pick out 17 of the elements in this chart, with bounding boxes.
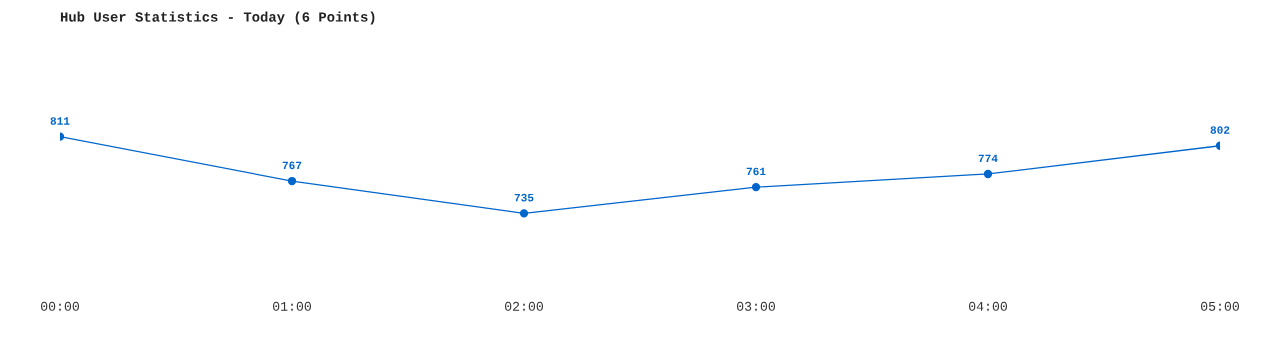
x-tick-label: 04:00	[969, 301, 1007, 311]
data-label: 735	[514, 193, 534, 202]
chart-title: Hub User Statistics - Today (6 Points)	[60, 11, 375, 25]
point	[287, 176, 297, 186]
data-label: 767	[282, 161, 302, 170]
data-label: 761	[746, 167, 766, 176]
point	[983, 169, 993, 179]
x-tick-label: 01:00	[273, 301, 311, 311]
x-tick-label: 03:00	[737, 301, 775, 311]
x-tick-label: 00:00	[41, 301, 79, 311]
point	[519, 209, 529, 218]
data-label: 811	[50, 117, 70, 125]
x-tick-label: 02:00	[505, 301, 543, 311]
data-label: 774	[978, 154, 998, 162]
x-tick-label: 05:00	[1201, 301, 1239, 311]
data-label: 802	[1210, 126, 1230, 134]
point	[751, 182, 761, 192]
